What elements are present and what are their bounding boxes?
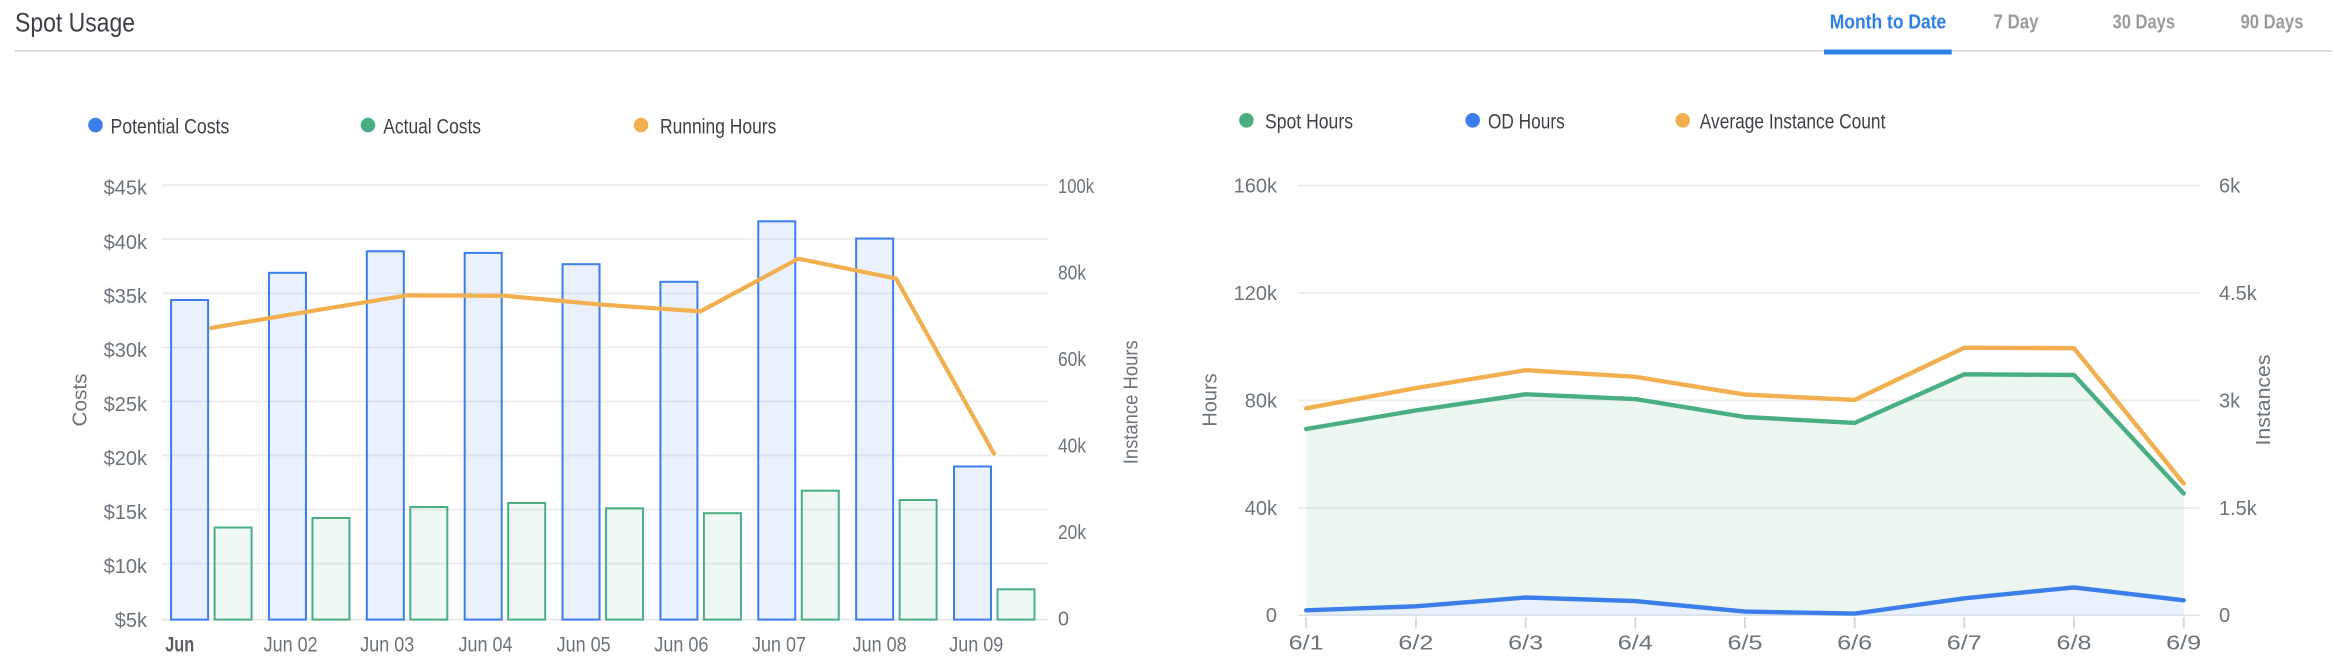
svg-text:Instance Hours: Instance Hours <box>1121 340 1143 464</box>
svg-text:120k: 120k <box>1234 283 1278 305</box>
svg-text:Actual Costs: Actual Costs <box>383 115 481 139</box>
svg-text:OD Hours: OD Hours <box>1488 109 1565 133</box>
svg-text:40k: 40k <box>1058 436 1087 458</box>
svg-text:$35k: $35k <box>104 286 148 308</box>
svg-text:$15k: $15k <box>104 502 148 524</box>
svg-text:Jun 03: Jun 03 <box>360 633 414 657</box>
svg-text:6/4: 6/4 <box>1618 631 1653 654</box>
svg-text:Jun 04: Jun 04 <box>459 633 513 657</box>
svg-text:6/7: 6/7 <box>1947 631 1982 654</box>
svg-text:Running Hours: Running Hours <box>660 115 776 139</box>
svg-text:$10k: $10k <box>104 556 148 578</box>
svg-text:Jun 06: Jun 06 <box>654 633 708 657</box>
svg-text:Instances: Instances <box>2253 355 2275 446</box>
svg-text:3k: 3k <box>2219 390 2241 412</box>
svg-text:Jun 02: Jun 02 <box>264 633 318 657</box>
svg-text:6k: 6k <box>2219 176 2241 198</box>
svg-text:Jun 08: Jun 08 <box>853 633 907 657</box>
svg-text:60k: 60k <box>1058 349 1087 371</box>
svg-text:80k: 80k <box>1058 263 1087 285</box>
svg-text:$30k: $30k <box>104 340 148 362</box>
svg-text:1.5k: 1.5k <box>2219 498 2258 520</box>
svg-text:$25k: $25k <box>104 394 148 416</box>
svg-text:80k: 80k <box>1245 390 1278 412</box>
svg-text:Month to Date: Month to Date <box>1830 12 1947 34</box>
svg-text:$45k: $45k <box>104 178 148 200</box>
svg-text:Average Instance Count: Average Instance Count <box>1700 109 1886 133</box>
svg-text:$40k: $40k <box>104 232 148 254</box>
svg-text:Potential Costs: Potential Costs <box>111 115 230 139</box>
svg-text:0: 0 <box>1266 605 1277 627</box>
svg-text:Jun 05: Jun 05 <box>557 633 611 657</box>
svg-text:100k: 100k <box>1058 176 1095 198</box>
svg-text:Jun 09: Jun 09 <box>949 633 1003 657</box>
svg-text:Jun: Jun <box>165 633 194 657</box>
svg-text:20k: 20k <box>1058 522 1087 544</box>
svg-text:6/8: 6/8 <box>2057 631 2092 654</box>
svg-text:0: 0 <box>2219 605 2230 627</box>
svg-text:$5k: $5k <box>115 610 148 632</box>
svg-text:$20k: $20k <box>104 448 148 470</box>
svg-text:6/3: 6/3 <box>1508 631 1543 654</box>
svg-text:160k: 160k <box>1234 176 1278 198</box>
svg-text:Hours: Hours <box>1199 373 1221 426</box>
svg-text:Costs: Costs <box>70 374 92 427</box>
svg-text:40k: 40k <box>1245 498 1278 520</box>
svg-text:90 Days: 90 Days <box>2241 12 2304 34</box>
svg-text:7 Day: 7 Day <box>1994 12 2040 34</box>
svg-text:0: 0 <box>1058 609 1069 631</box>
svg-text:Spot Hours: Spot Hours <box>1265 109 1353 133</box>
svg-text:6/9: 6/9 <box>2166 631 2201 654</box>
svg-text:6/2: 6/2 <box>1398 631 1433 654</box>
svg-text:4.5k: 4.5k <box>2219 283 2258 305</box>
svg-text:6/5: 6/5 <box>1728 631 1763 654</box>
svg-text:Jun 07: Jun 07 <box>752 633 806 657</box>
svg-text:30 Days: 30 Days <box>2113 12 2176 34</box>
svg-text:6/1: 6/1 <box>1289 631 1324 654</box>
svg-text:Spot Usage: Spot Usage <box>15 8 135 38</box>
svg-text:6/6: 6/6 <box>1837 631 1872 654</box>
